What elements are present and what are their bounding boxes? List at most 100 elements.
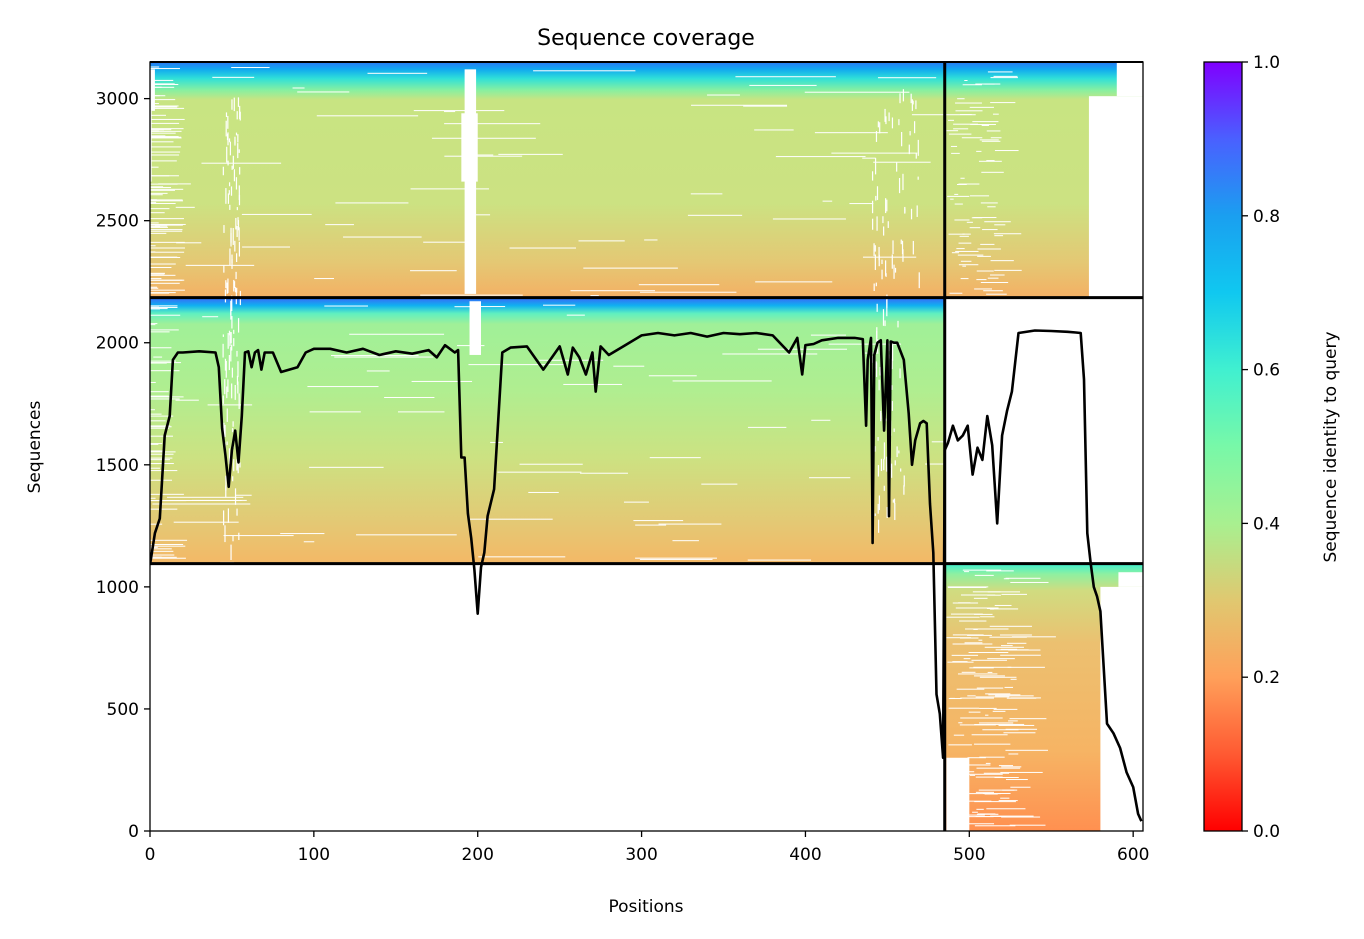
gap-line	[150, 362, 167, 364]
gap-line	[969, 195, 990, 197]
gap-line	[984, 646, 1024, 648]
gap-speck	[892, 240, 894, 255]
gap-speck	[236, 508, 238, 516]
gap-line	[743, 105, 788, 107]
gap-line	[981, 171, 1004, 173]
gap-line	[150, 508, 178, 510]
gap-speck	[231, 259, 233, 269]
x-tick-label: 200	[461, 845, 493, 865]
gap-line	[953, 123, 978, 125]
gap-line	[1008, 753, 1019, 755]
gap-line	[952, 643, 993, 645]
gap-speck	[236, 375, 239, 385]
gap-line	[989, 608, 1019, 610]
gap-line	[958, 722, 963, 724]
gap-line	[150, 308, 160, 310]
gap-line	[952, 661, 968, 663]
gap-speck	[902, 173, 904, 191]
gap-line	[950, 198, 954, 200]
gap-line	[1005, 577, 1041, 579]
gap-line	[150, 95, 160, 97]
gap-line	[979, 676, 1017, 678]
gap-line	[150, 435, 173, 437]
gap-line	[955, 110, 983, 112]
gap-speck	[875, 362, 878, 378]
gap-line	[950, 613, 983, 615]
gap-line	[961, 137, 983, 139]
gap-line	[982, 229, 998, 231]
gap-speck	[233, 279, 235, 292]
gap-speck	[236, 350, 238, 357]
gap-speck	[225, 280, 227, 289]
gap-line	[469, 154, 494, 156]
gap-line	[994, 604, 1012, 606]
gap-speck	[878, 254, 880, 267]
gap-line	[150, 132, 176, 134]
gap-line	[804, 91, 910, 93]
gap-line	[356, 534, 457, 536]
gap-line	[150, 420, 166, 422]
gap-line	[877, 77, 937, 79]
gap-speck	[884, 108, 886, 122]
y-tick-label: 3000	[96, 90, 139, 110]
gap-speck	[885, 273, 887, 277]
gap-line	[960, 177, 965, 179]
gap-line	[946, 616, 980, 618]
gap-line	[975, 696, 1010, 698]
gap-line	[974, 825, 1016, 827]
gap-speck	[222, 395, 224, 404]
gap-line	[150, 83, 175, 85]
gap-speck	[227, 160, 229, 166]
gap-speck	[882, 216, 884, 224]
gap-line	[150, 557, 186, 559]
gap-line	[150, 212, 165, 214]
gap-line	[976, 813, 999, 815]
gap-line	[993, 75, 1018, 77]
gap-line	[951, 252, 960, 254]
gap-line	[969, 106, 994, 108]
gap-line	[150, 166, 159, 168]
gap-speck	[891, 401, 894, 411]
gap-speck	[238, 149, 240, 153]
gap-line	[990, 102, 1016, 104]
gap-line	[235, 494, 252, 496]
gap-line	[150, 267, 172, 269]
gap-speck	[224, 358, 227, 371]
gap-speck	[875, 361, 877, 369]
gap-speck	[917, 139, 919, 156]
gap-line	[410, 270, 457, 272]
gap-line	[335, 202, 409, 204]
gap-line	[950, 697, 955, 699]
gap-line	[207, 404, 253, 406]
gap-line	[150, 66, 160, 68]
gap-line	[968, 711, 981, 713]
gap-line	[954, 219, 970, 221]
gap-line	[150, 523, 163, 525]
gap-line	[965, 628, 1009, 630]
gap-line	[989, 625, 1032, 627]
gap-line	[185, 264, 255, 266]
gap-line	[987, 658, 1015, 660]
gap-line	[982, 729, 1019, 731]
gap-line	[980, 243, 995, 245]
gap-line	[962, 569, 1002, 571]
gap-speck	[878, 495, 880, 511]
gap-line	[962, 265, 967, 267]
gap-line	[971, 659, 1007, 661]
gap-line	[973, 675, 1005, 677]
gap-line	[150, 292, 176, 294]
gap-line	[635, 524, 667, 526]
gap-line	[648, 375, 697, 377]
gap-speck	[232, 228, 234, 245]
gap-line	[150, 395, 169, 397]
gap-speck	[873, 283, 875, 291]
y-tick-label: 2000	[96, 334, 139, 354]
gap-line	[639, 291, 737, 293]
gap-line	[964, 79, 968, 81]
gap-speck	[876, 186, 879, 200]
gap-speck	[876, 330, 878, 347]
gap-line	[949, 292, 963, 294]
gap-speck	[899, 93, 901, 104]
gap-line	[150, 274, 176, 276]
